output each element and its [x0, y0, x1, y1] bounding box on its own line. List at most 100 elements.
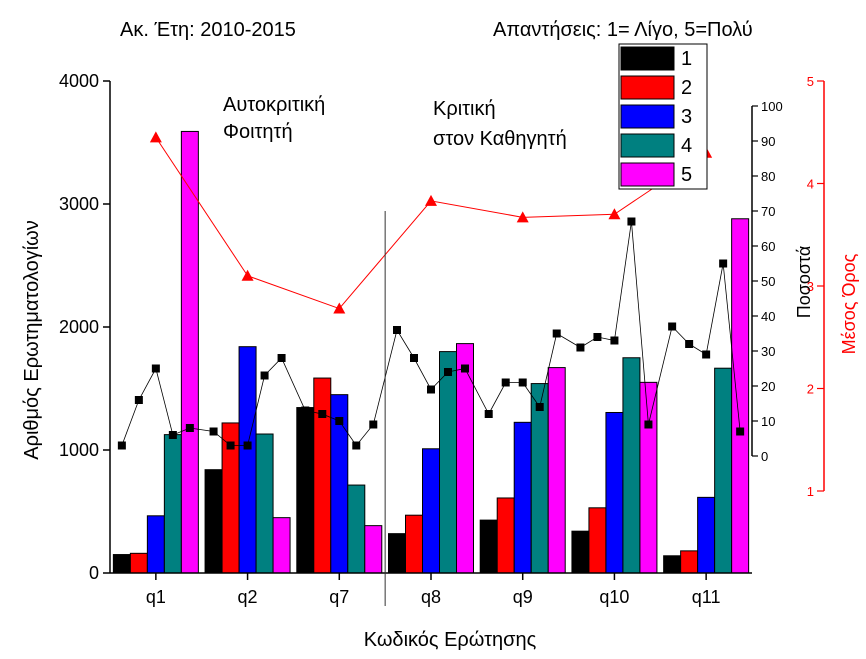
bar-q1-series-1 — [112, 554, 131, 574]
bar-q7-series-4 — [347, 484, 366, 574]
percent-tick-label-90: 90 — [761, 134, 775, 149]
bar-q10-series-1 — [571, 530, 590, 574]
percent-tick-label-20: 20 — [761, 379, 775, 394]
bar-q2-series-4 — [255, 433, 274, 574]
bar-q2-series-1 — [204, 469, 223, 574]
bar-q11-series-1 — [663, 555, 682, 574]
bar-q8-series-4 — [439, 351, 457, 574]
percent-point-q7-5 — [369, 420, 378, 429]
percent-point-q11-1 — [668, 322, 677, 331]
mean-axis-label: Μέσος Όρος — [839, 253, 859, 354]
percent-point-q7-4 — [352, 441, 361, 450]
x-axis-label: Κωδικός Ερώτησης — [364, 629, 537, 651]
percent-point-q1-5 — [185, 424, 194, 432]
lines-layer — [117, 131, 745, 450]
annotation-1-line-1: Αυτοκριτική — [223, 94, 325, 116]
mean-tick-label-4: 4 — [807, 177, 814, 192]
percent-point-q9-2 — [501, 378, 510, 387]
bar-q8-series-2 — [405, 514, 423, 574]
x-tick-label-q1: q1 — [146, 587, 166, 607]
left-tick-label-2000: 2000 — [59, 317, 99, 337]
percent-tick-label-100: 100 — [761, 99, 783, 114]
percent-line — [121, 221, 741, 447]
mean-point-q8 — [425, 194, 437, 206]
legend-label-5: 5 — [681, 164, 692, 186]
percent-axis-label: Ποσοστά — [794, 246, 814, 319]
percent-point-q10-4 — [627, 217, 636, 226]
legend-swatch-2 — [620, 75, 675, 100]
percent-point-q2-3 — [243, 441, 252, 450]
legend-label-4: 4 — [681, 135, 692, 157]
left-tick-label-4000: 4000 — [59, 71, 99, 91]
percent-point-q1-3 — [151, 364, 160, 373]
left-tick-label-1000: 1000 — [59, 440, 99, 460]
x-tick-label-q11: q11 — [692, 587, 721, 607]
mean-point-q7 — [333, 302, 346, 314]
bar-q11-series-3 — [697, 496, 716, 574]
percent-point-q11-3 — [702, 350, 711, 359]
bar-q2-series-5 — [272, 517, 291, 574]
percent-point-q7-2 — [318, 410, 327, 418]
percent-point-q9-5 — [552, 329, 561, 338]
bar-q8-series-5 — [456, 343, 474, 574]
mean-tick-label-3: 3 — [807, 279, 814, 294]
bar-q10-series-3 — [605, 411, 624, 574]
mean-point-q2 — [241, 269, 254, 281]
header-right-note: Απαντήσεις: 1= Λίγο, 5=Πολύ — [493, 19, 753, 41]
percent-point-q2-1 — [209, 427, 218, 436]
bar-q7-series-1 — [296, 407, 315, 574]
percent-point-q8-3 — [427, 385, 435, 394]
percent-point-q10-5 — [644, 420, 653, 429]
percent-tick-label-50: 50 — [761, 274, 775, 289]
percent-point-q11-2 — [685, 340, 694, 348]
percent-point-q10-1 — [576, 343, 585, 352]
percent-point-q2-4 — [260, 371, 269, 380]
axes-layer: 0 1000 2000 3000 4000 q1 q2 q7 q8 q9 q10 q11 0 10 20 30… — [59, 71, 825, 607]
bar-q1-series-2 — [129, 552, 148, 574]
x-tick-label-q9: q9 — [513, 587, 533, 607]
bar-q7-series-5 — [364, 525, 383, 574]
percent-tick-label-30: 30 — [761, 344, 775, 359]
mean-tick-label-5: 5 — [807, 74, 814, 89]
bar-q11-series-4 — [714, 367, 733, 574]
x-tick-label-q7: q7 — [329, 587, 349, 607]
percent-point-q11-5 — [736, 427, 745, 436]
annotation-2-line-2: στον Καθηγητή — [433, 128, 567, 150]
left-tick-label-0: 0 — [89, 563, 99, 583]
legend-label-2: 2 — [681, 77, 692, 99]
percent-point-q1-2 — [134, 396, 143, 404]
percent-point-q9-3 — [518, 378, 527, 387]
legend-label-1: 1 — [681, 48, 692, 70]
percent-point-q1-4 — [168, 431, 177, 439]
legend-swatch-1 — [620, 46, 675, 71]
bar-q9-series-5 — [547, 367, 566, 574]
legend: 1 2 3 4 5 — [618, 43, 708, 190]
percent-point-q2-5 — [277, 354, 286, 362]
bars-layer — [112, 130, 750, 574]
bar-q9-series-1 — [479, 519, 498, 574]
percent-point-q9-4 — [535, 403, 544, 411]
bar-q10-series-2 — [588, 507, 607, 574]
percent-point-q2-2 — [226, 441, 235, 450]
percent-tick-label-10: 10 — [761, 414, 775, 429]
percent-tick-label-40: 40 — [761, 309, 775, 324]
percent-tick-label-60: 60 — [761, 239, 775, 254]
bar-q1-series-3 — [146, 515, 165, 574]
legend-swatch-4 — [620, 133, 675, 158]
percent-point-q1-1 — [117, 441, 126, 450]
mean-point-q1 — [149, 131, 162, 143]
mean-point-q10 — [608, 208, 621, 220]
bar-q1-series-4 — [163, 434, 182, 574]
y-axis-label: Αριθμός Ερωτηματολογίων — [21, 220, 43, 460]
legend-swatch-3 — [620, 104, 675, 129]
percent-point-q8-1 — [393, 326, 401, 334]
legend-label-3: 3 — [681, 106, 692, 128]
header-left-note: Ακ. Έτη: 2010-2015 — [120, 19, 296, 41]
bar-q10-series-4 — [622, 357, 641, 574]
percent-point-q8-2 — [410, 354, 418, 362]
bar-q9-series-2 — [496, 497, 515, 574]
x-tick-label-q10: q10 — [599, 587, 629, 607]
bar-q2-series-3 — [238, 346, 257, 574]
percent-point-q10-3 — [610, 336, 619, 345]
